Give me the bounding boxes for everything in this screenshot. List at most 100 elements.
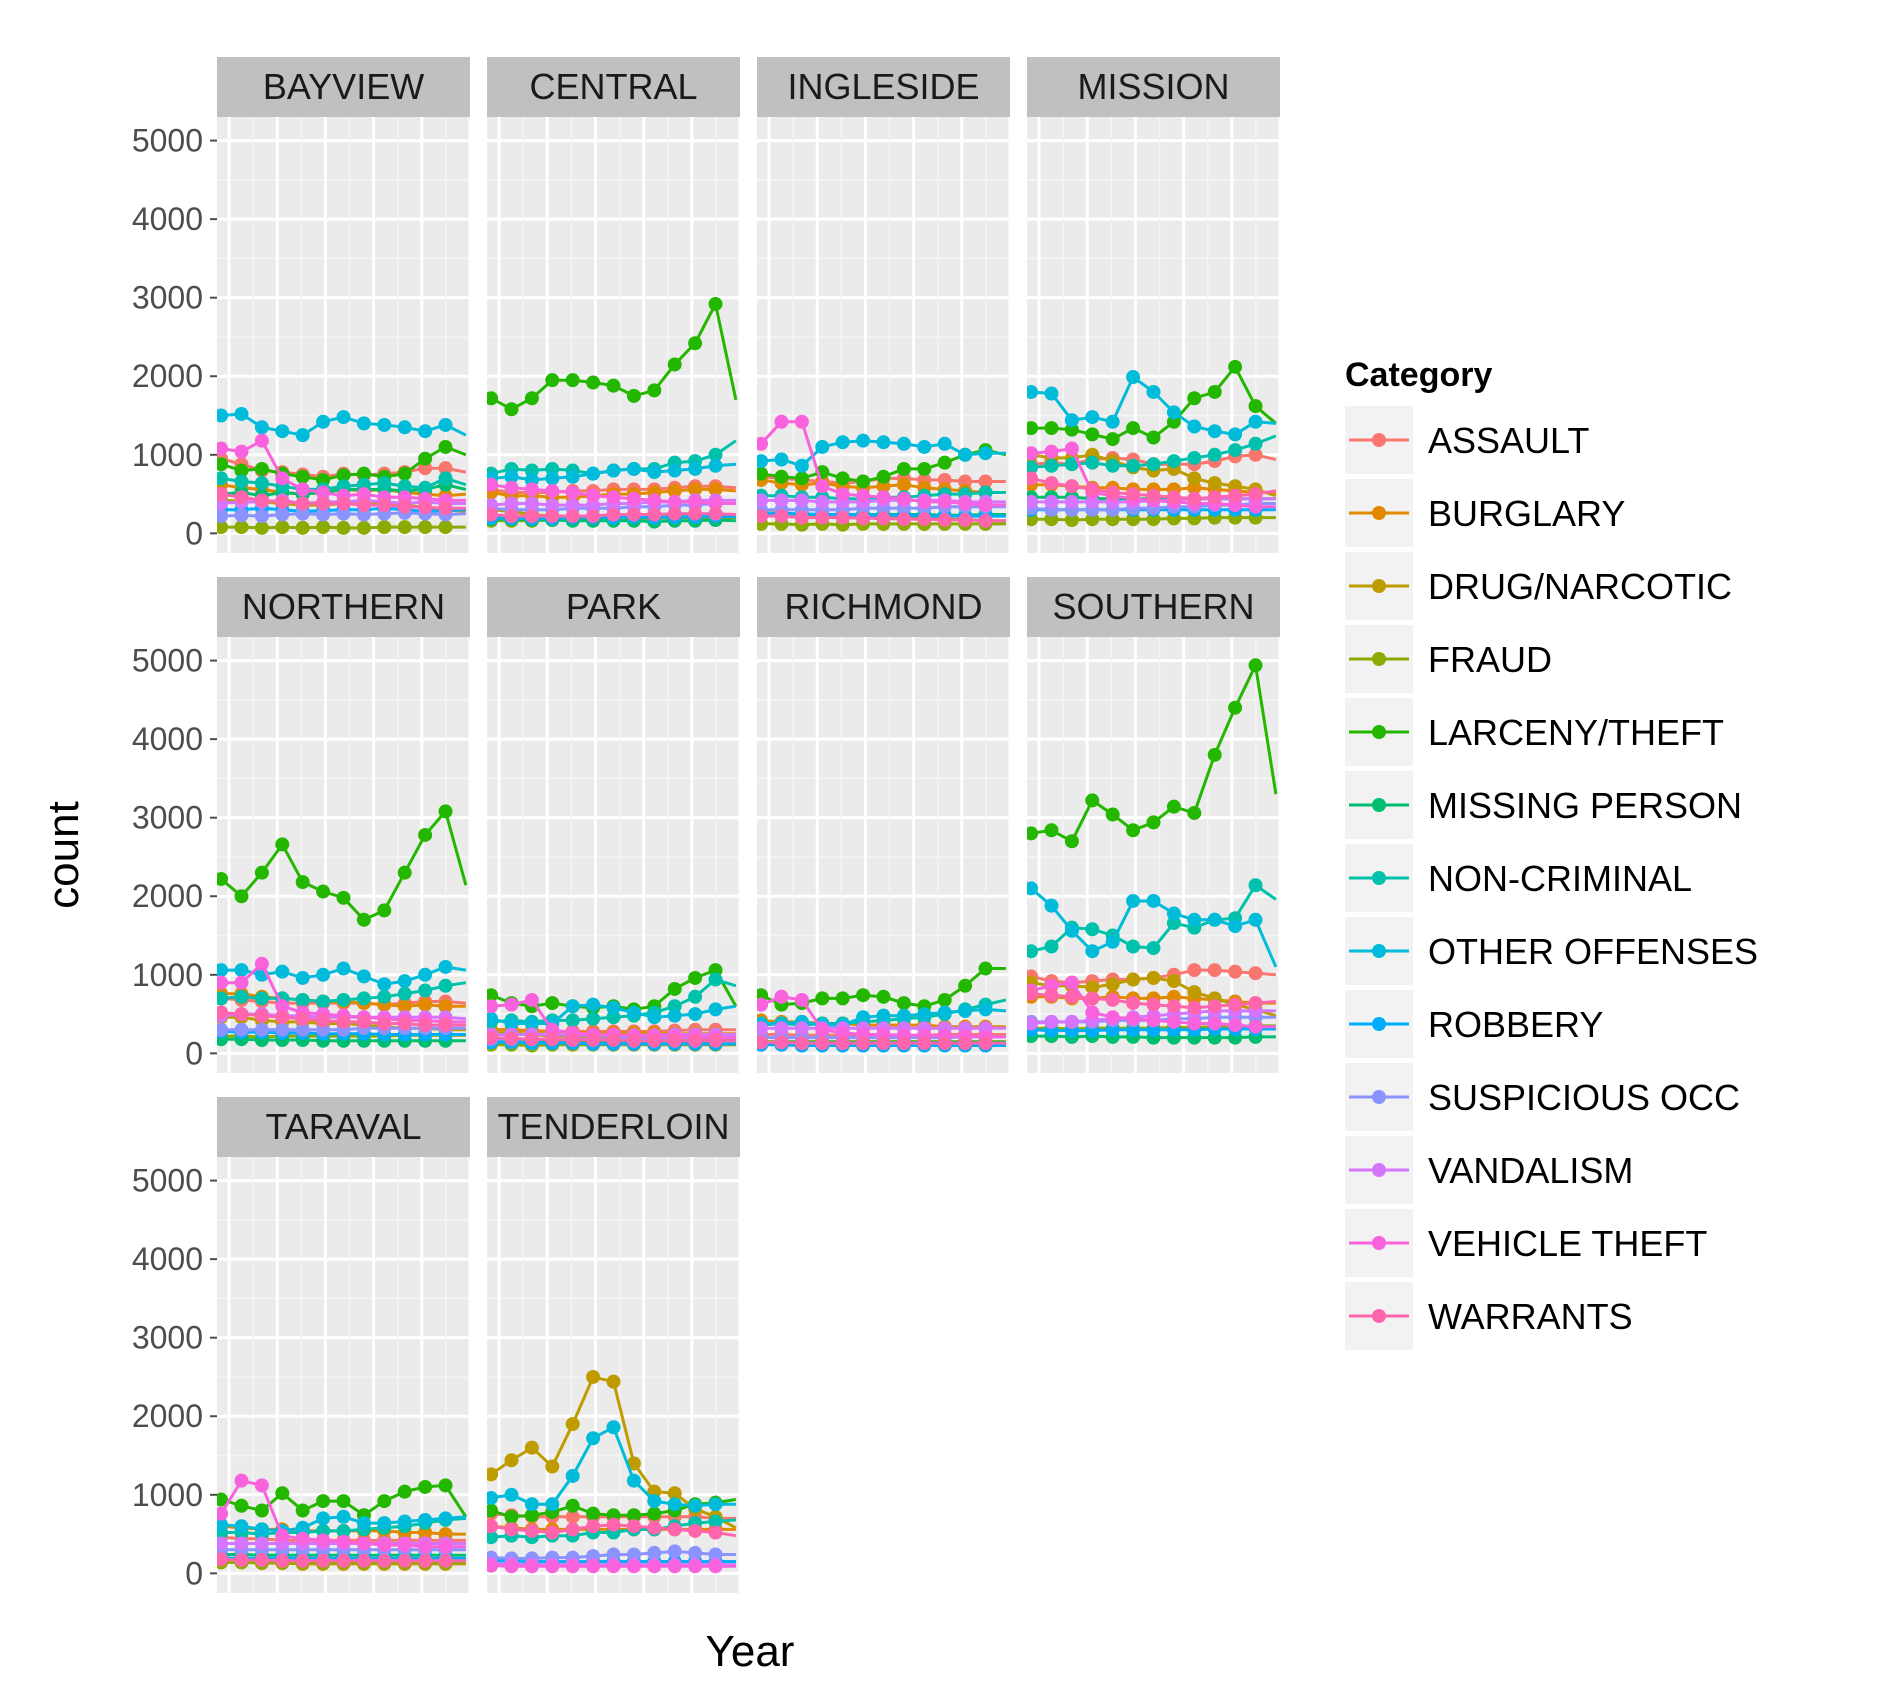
data-point xyxy=(254,493,269,508)
data-point xyxy=(1105,458,1120,473)
data-point xyxy=(356,912,371,927)
data-point xyxy=(1207,1016,1222,1031)
data-point xyxy=(978,498,993,513)
data-point xyxy=(418,480,433,495)
series-other-offenses xyxy=(217,959,467,992)
data-point xyxy=(708,1033,723,1048)
data-point xyxy=(958,1003,973,1018)
data-point xyxy=(217,441,229,456)
data-point xyxy=(254,991,269,1006)
data-point xyxy=(565,1468,580,1483)
data-point xyxy=(356,520,371,535)
data-point xyxy=(1064,494,1079,509)
data-point xyxy=(524,509,539,524)
data-point xyxy=(377,1553,392,1568)
data-point xyxy=(234,1553,249,1568)
data-point xyxy=(377,476,392,491)
data-point xyxy=(377,498,392,513)
legend-item-suspicious-occ: SUSPICIOUS OCC xyxy=(1345,1063,1740,1131)
data-point xyxy=(217,1552,229,1567)
data-point xyxy=(757,1035,769,1050)
data-point xyxy=(397,974,412,989)
data-point xyxy=(565,1522,580,1537)
data-point xyxy=(254,865,269,880)
data-point xyxy=(917,1036,932,1051)
data-point xyxy=(1044,823,1059,838)
data-point xyxy=(958,513,973,528)
series-other-offenses xyxy=(487,458,737,487)
data-point xyxy=(356,466,371,481)
data-point xyxy=(377,1016,392,1031)
y-tick-label: 4000 xyxy=(132,1241,203,1277)
data-point xyxy=(1044,988,1059,1003)
data-point xyxy=(438,804,453,819)
data-point xyxy=(1228,443,1243,458)
data-point xyxy=(295,1011,310,1026)
data-point xyxy=(835,1036,850,1051)
facet-bayview: BAYVIEW xyxy=(217,57,472,553)
data-point xyxy=(1207,490,1222,505)
data-point xyxy=(504,402,519,417)
series-other-offenses xyxy=(487,997,737,1031)
data-point xyxy=(606,463,621,478)
data-point xyxy=(1105,1010,1120,1025)
data-point xyxy=(667,1544,682,1559)
data-point xyxy=(504,1487,519,1502)
facet-strip-label: TARAVAL xyxy=(265,1106,421,1147)
data-point xyxy=(876,511,891,526)
data-point xyxy=(565,1013,580,1028)
data-point xyxy=(896,461,911,476)
data-point xyxy=(487,1530,499,1545)
data-point xyxy=(774,1035,789,1050)
data-point xyxy=(418,500,433,515)
data-point xyxy=(896,477,911,492)
data-point xyxy=(418,1553,433,1568)
panel-data xyxy=(1027,658,1278,1045)
data-point xyxy=(316,1511,331,1526)
data-point xyxy=(708,1514,723,1529)
facet-strip xyxy=(487,1097,740,1157)
data-point xyxy=(295,482,310,497)
data-point xyxy=(504,1453,519,1468)
data-point xyxy=(487,999,499,1014)
data-point xyxy=(295,496,310,511)
data-point xyxy=(487,1558,499,1573)
data-point xyxy=(647,1559,662,1574)
data-point xyxy=(856,511,871,526)
data-point xyxy=(275,1553,290,1568)
data-point xyxy=(418,1512,433,1527)
y-tick-label: 0 xyxy=(185,1035,203,1071)
facet-strip xyxy=(757,57,1010,117)
data-point xyxy=(565,1498,580,1513)
series-warrants xyxy=(487,1030,736,1048)
data-point xyxy=(1044,494,1059,509)
data-point xyxy=(217,975,229,990)
data-point xyxy=(545,471,560,486)
panel-data xyxy=(757,414,1007,532)
y-tick-label: 2000 xyxy=(132,878,203,914)
facet-strip xyxy=(757,577,1010,637)
data-point xyxy=(234,474,249,489)
legend-label: OTHER OFFENSES xyxy=(1428,931,1758,972)
data-point xyxy=(688,1559,703,1574)
data-point xyxy=(1207,912,1222,927)
facet-strip xyxy=(487,577,740,637)
data-point xyxy=(757,454,769,469)
data-point xyxy=(1166,454,1181,469)
data-point xyxy=(937,1036,952,1051)
y-tick-label: 2000 xyxy=(132,358,203,394)
data-point xyxy=(794,510,809,525)
data-point xyxy=(896,1008,911,1023)
data-point xyxy=(937,436,952,451)
data-point xyxy=(1064,989,1079,1004)
data-point xyxy=(1207,963,1222,978)
data-point xyxy=(1166,799,1181,814)
data-point xyxy=(295,1520,310,1535)
data-point xyxy=(708,482,723,497)
data-point xyxy=(647,383,662,398)
series-vehicle-theft xyxy=(757,414,1006,513)
data-point xyxy=(774,1021,789,1036)
data-point xyxy=(647,507,662,522)
data-point xyxy=(1064,457,1079,472)
data-point xyxy=(667,1522,682,1537)
